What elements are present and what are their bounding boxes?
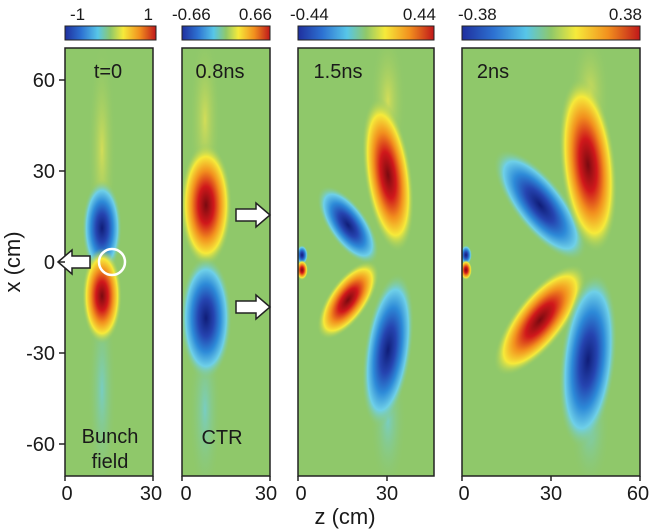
x-axis-ticks xyxy=(64,476,641,481)
panel-1-time-label: t=0 xyxy=(94,61,122,83)
x-tick-label: 30 xyxy=(540,483,562,505)
colorbar-3-min-label: -0.44 xyxy=(290,5,329,24)
panel-2-annotation: CTR xyxy=(201,427,242,449)
x-tick-label: 0 xyxy=(295,483,306,505)
colorbar-1-max-label: 1 xyxy=(144,5,153,24)
colorbar-1-min-label: -1 xyxy=(70,5,85,24)
x-tick-label: 30 xyxy=(376,483,398,505)
colorbar-4-min-label: -0.38 xyxy=(458,5,497,24)
x-tick-label: 30 xyxy=(140,483,162,505)
y-tick-label: -30 xyxy=(26,343,55,365)
y-axis xyxy=(59,79,65,445)
bunch-position-marker xyxy=(97,247,127,277)
panel-2-field-map xyxy=(182,48,270,476)
panel-3-frame xyxy=(297,47,435,477)
y-tick-label: 0 xyxy=(44,252,55,274)
colorbar-panel-2 xyxy=(181,25,271,41)
y-tick-label: 60 xyxy=(33,70,55,92)
panel-1-annotation-line2: field xyxy=(92,451,129,473)
x-tick-label: 0 xyxy=(61,483,72,505)
panel-3-field-map xyxy=(298,48,434,476)
arrow-right-lower-icon xyxy=(235,293,272,321)
panel-3-time-label: 1.5ns xyxy=(314,61,363,83)
x-tick-label: 30 xyxy=(255,483,277,505)
x-tick-label: 0 xyxy=(458,483,469,505)
arrow-right-upper-icon xyxy=(235,201,272,229)
y-tick-label: -60 xyxy=(26,434,55,456)
panel-2-time-label: 0.8ns xyxy=(196,61,245,83)
y-axis-label: x (cm) xyxy=(0,231,25,292)
colorbar-2-max-label: 0.66 xyxy=(239,5,272,24)
colorbar-panel-1 xyxy=(64,25,157,41)
y-tick-label: 30 xyxy=(33,161,55,183)
colorbar-3-max-label: 0.44 xyxy=(403,5,436,24)
x-tick-label: 60 xyxy=(627,483,649,505)
panel-2-frame xyxy=(181,47,271,477)
panel-4-time-label: 2ns xyxy=(477,61,509,83)
colorbar-2-min-label: -0.66 xyxy=(172,5,211,24)
colorbar-4-max-label: 0.38 xyxy=(609,5,642,24)
colorbar-panel-4 xyxy=(461,25,641,41)
panel-1-annotation-line1: Bunch xyxy=(82,426,139,448)
colorbar-panel-3 xyxy=(297,25,435,41)
x-tick-label: 0 xyxy=(180,483,191,505)
x-axis-label: z (cm) xyxy=(314,504,375,529)
panel-4-field-map xyxy=(462,48,640,476)
arrow-left-icon xyxy=(56,248,91,276)
